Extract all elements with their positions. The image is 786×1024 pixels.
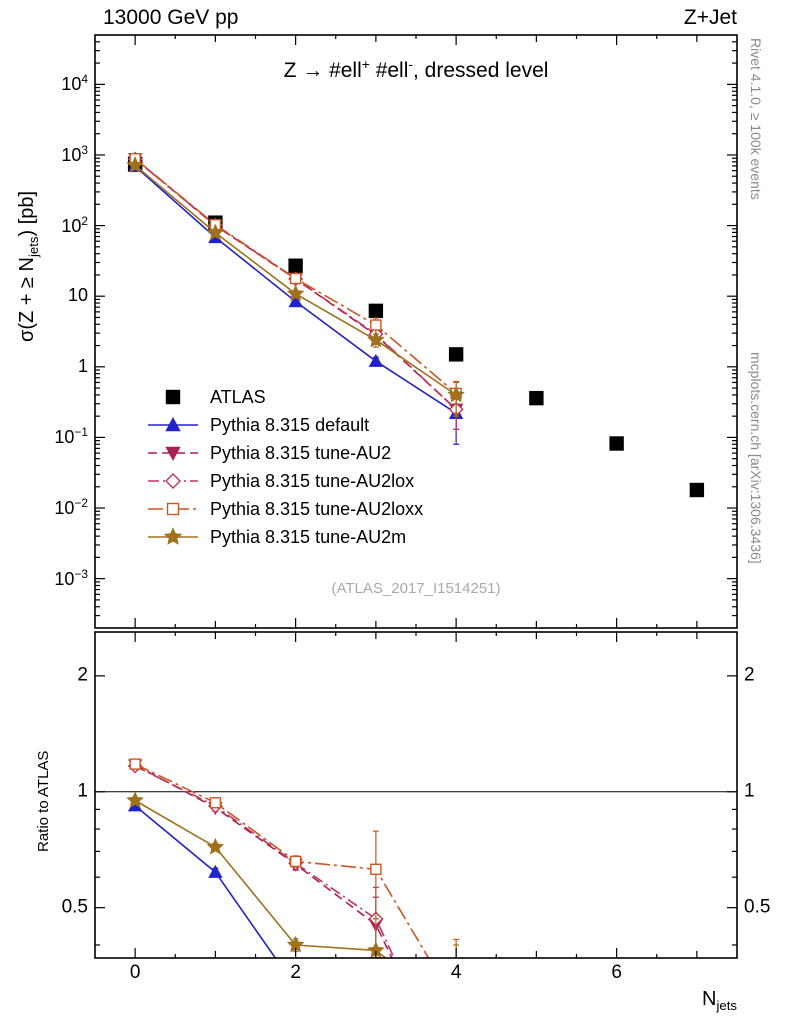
series-ratio-5 <box>126 791 460 958</box>
legend-sample-star-icon <box>148 527 198 545</box>
tick-label: 102 <box>61 213 88 236</box>
legend-sample-triangle-down-icon <box>148 446 198 461</box>
tick-label: 1 <box>744 780 755 802</box>
legend: ATLAS Pythia 8.315 default Pythia 8.315 tu… <box>146 383 423 551</box>
process-label: Z+Jet <box>683 6 737 29</box>
mcplots-arxiv-note: mcplots.cern.ch [arXiv:1306.3436] <box>748 352 764 564</box>
legend-label: ATLAS <box>210 386 266 407</box>
legend-sample-triangle-up-icon <box>148 417 198 432</box>
tick-label: 1 <box>77 355 88 376</box>
rivet-version-note: Rivet 4.1.0, ≥ 100k events <box>748 38 764 200</box>
tick-label: 2 <box>77 664 88 686</box>
legend-item: Pythia 8.315 default <box>146 411 423 439</box>
legend-sample-square-icon <box>148 502 198 516</box>
tick-label: 2 <box>744 664 755 686</box>
series-ratio-3 <box>127 758 396 958</box>
tick-label: 6 <box>611 962 622 983</box>
series-ratio-2 <box>127 759 393 958</box>
tick-label: 2 <box>290 962 301 983</box>
x-axis-label: Njets <box>702 988 737 1013</box>
y-axis-label: σ(Z + ≥ Njets) [pb] <box>16 190 41 342</box>
tick-label: 0.5 <box>744 896 771 918</box>
series-ratio-4 <box>129 758 460 958</box>
series-main-5 <box>126 156 465 417</box>
tick-label: 10−2 <box>54 496 88 519</box>
legend-label: Pythia 8.315 tune-AU2lox <box>210 470 415 491</box>
tick-label: 10−1 <box>54 425 88 448</box>
legend-label: Pythia 8.315 tune-AU2loxx <box>210 498 424 519</box>
legend-item: Pythia 8.315 tune-AU2lox <box>146 467 423 495</box>
legend-item: Pythia 8.315 tune-AU2m <box>146 523 423 551</box>
legend-sample-diamond-icon <box>148 473 198 489</box>
legend-item: ATLAS <box>146 383 423 411</box>
tick-label: 10−3 <box>54 566 88 589</box>
series-main-4 <box>129 153 462 414</box>
tick-label: 103 <box>61 143 88 166</box>
legend-item: Pythia 8.315 tune-AU2 <box>146 439 423 467</box>
tick-label: 10 <box>67 285 88 306</box>
legend-label: Pythia 8.315 default <box>210 414 370 435</box>
legend-item: Pythia 8.315 tune-AU2loxx <box>146 495 423 523</box>
series-ratio-1 <box>127 798 277 958</box>
legend-sample-square-icon <box>165 389 181 405</box>
tick-label: 1 <box>77 780 88 802</box>
tick-label: 0 <box>129 962 141 983</box>
legend-label: Pythia 8.315 tune-AU2m <box>210 526 407 547</box>
tick-label: 4 <box>450 962 462 983</box>
plot-title: Z → #ell+ #ell-, dressed level <box>283 56 549 82</box>
analysis-id-watermark: (ATLAS_2017_I1514251) <box>331 580 501 597</box>
beam-energy-label: 13000 GeV pp <box>103 6 239 29</box>
ratio-axis-label: Ratio to ATLAS <box>35 750 52 852</box>
tick-label: 104 <box>61 72 88 95</box>
tick-label: 0.5 <box>61 896 88 918</box>
legend-label: Pythia 8.315 tune-AU2 <box>210 442 392 463</box>
